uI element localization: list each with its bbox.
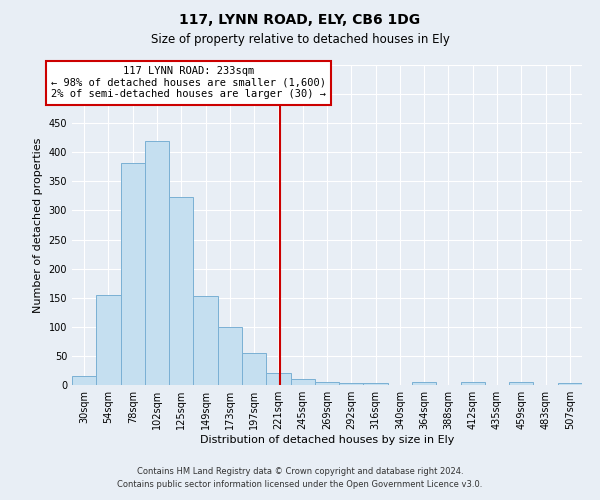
Text: Contains public sector information licensed under the Open Government Licence v3: Contains public sector information licen… [118,480,482,489]
X-axis label: Distribution of detached houses by size in Ely: Distribution of detached houses by size … [200,435,454,445]
Bar [339,382,364,385]
Bar [193,296,218,385]
Bar [145,140,169,385]
Bar [290,379,315,385]
Bar [315,382,339,385]
Bar [412,382,436,385]
Text: 117 LYNN ROAD: 233sqm
← 98% of detached houses are smaller (1,600)
2% of semi-de: 117 LYNN ROAD: 233sqm ← 98% of detached … [51,66,326,100]
Bar [558,382,582,385]
Bar [96,295,121,385]
Text: Contains HM Land Registry data © Crown copyright and database right 2024.: Contains HM Land Registry data © Crown c… [137,467,463,476]
Bar [169,197,193,385]
Y-axis label: Number of detached properties: Number of detached properties [33,138,43,312]
Bar [121,162,145,385]
Bar [364,382,388,385]
Bar [509,382,533,385]
Bar [218,327,242,385]
Bar [266,374,290,385]
Bar [461,382,485,385]
Text: Size of property relative to detached houses in Ely: Size of property relative to detached ho… [151,32,449,46]
Bar [242,353,266,385]
Bar [72,376,96,385]
Text: 117, LYNN ROAD, ELY, CB6 1DG: 117, LYNN ROAD, ELY, CB6 1DG [179,12,421,26]
